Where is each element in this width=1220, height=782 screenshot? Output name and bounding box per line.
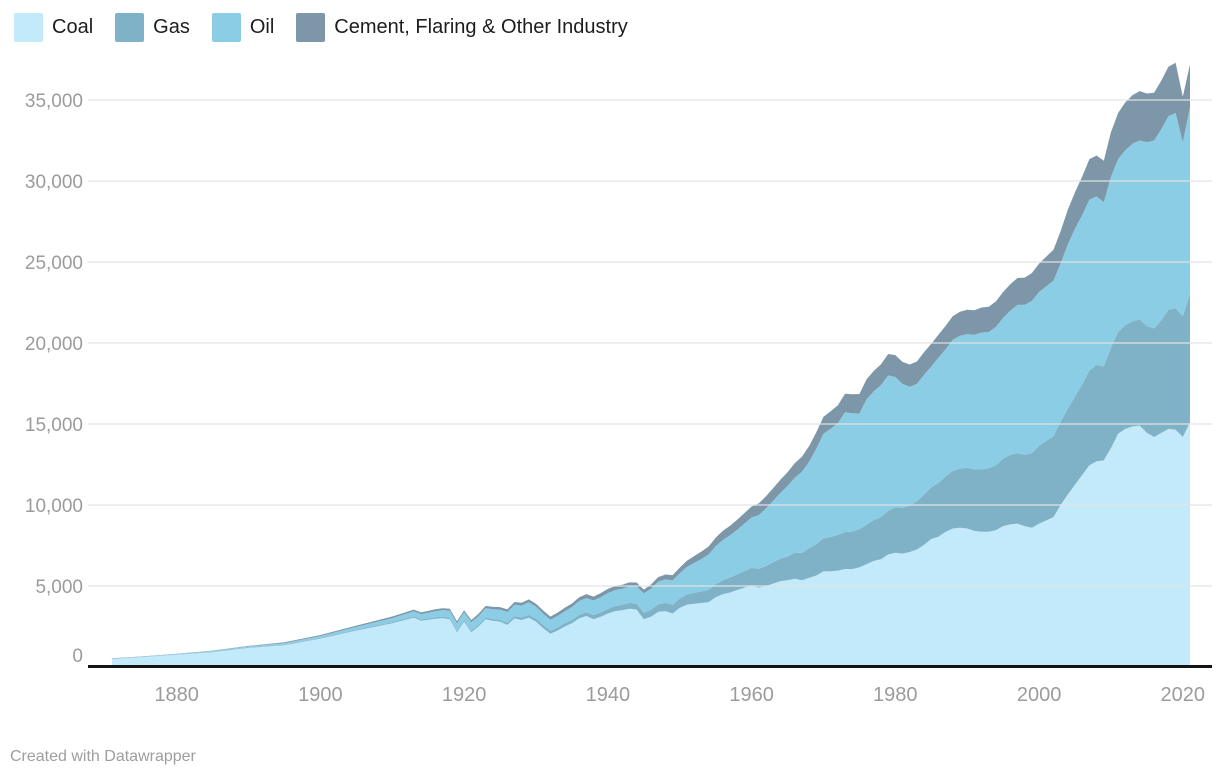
- legend-swatch-cement-flaring-other-industry: [296, 13, 326, 42]
- x-tick-label: 1920: [442, 684, 487, 706]
- legend-label: Cement, Flaring & Other Industry: [334, 16, 628, 38]
- area-gas: [112, 294, 1190, 659]
- x-tick-label: 2020: [1161, 684, 1206, 706]
- chart-legend: Coal Gas Oil Cement, Flaring & Other Indust…: [14, 13, 628, 42]
- y-tick-label: 35,000: [25, 91, 83, 112]
- legend-item-cement-flaring-other-industry: Cement, Flaring & Other Industry: [296, 13, 628, 42]
- y-tick-label: 25,000: [25, 253, 83, 274]
- legend-label: Oil: [249, 16, 275, 38]
- legend-label: Coal: [52, 16, 94, 38]
- legend-swatch-coal: [14, 13, 43, 42]
- legend-label: Gas: [153, 16, 190, 38]
- y-tick-label: 0: [72, 646, 83, 667]
- y-tick-label: 15,000: [25, 415, 83, 436]
- legend-swatch-gas: [115, 13, 145, 42]
- area-oil: [112, 107, 1190, 659]
- x-tick-label: 1940: [586, 684, 631, 706]
- y-tick-label: 30,000: [25, 172, 83, 193]
- y-tick-label: 10,000: [25, 496, 83, 517]
- x-tick-label: 1980: [873, 684, 918, 706]
- legend-item-coal: Coal: [14, 13, 93, 42]
- legend-item-gas: Gas: [115, 13, 190, 42]
- area-coal: [112, 422, 1190, 667]
- x-tick-label: 1880: [154, 684, 199, 706]
- attribution: Created with Datawrapper: [10, 748, 196, 765]
- legend-swatch-oil: [211, 13, 241, 42]
- legend-item-oil: Oil: [211, 13, 275, 42]
- y-tick-label: 20,000: [25, 334, 83, 355]
- y-tick-label: 5,000: [35, 577, 83, 598]
- stacked-area-chart: 0 5,000 10,000 15,000 20,000 25,000 30,000 35,0…: [25, 62, 1212, 706]
- x-tick-label: 1900: [298, 684, 343, 706]
- x-tick-label: 1960: [729, 684, 774, 706]
- x-tick-label: 2000: [1017, 684, 1062, 706]
